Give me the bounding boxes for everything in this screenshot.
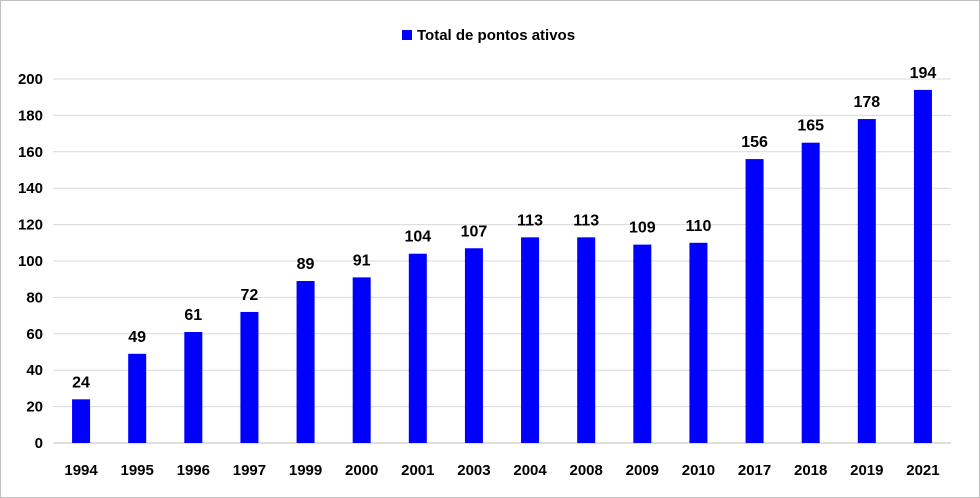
data-label: 109 (629, 220, 656, 237)
x-tick-label: 2019 (850, 462, 883, 479)
x-tick-label: 2018 (794, 462, 827, 479)
y-tick-label: 0 (35, 435, 43, 452)
data-label: 194 (910, 65, 937, 82)
y-tick-label: 140 (18, 180, 43, 197)
bar (633, 244, 652, 443)
y-tick-label: 100 (18, 253, 43, 270)
x-tick-label: 2003 (457, 462, 490, 479)
bar (408, 253, 427, 443)
x-tick-label: 1996 (177, 462, 210, 479)
x-axis-tick-labels: 1994 1995 1996 1997 1999 2000 2001 2003 2004 2008… (64, 462, 939, 479)
data-label: 107 (461, 223, 488, 240)
bar (689, 242, 708, 443)
y-tick-label: 60 (26, 326, 43, 343)
x-tick-label: 2021 (906, 462, 939, 479)
gridlines (53, 78, 951, 444)
data-labels: 24 49 61 72 89 91 104 107 113 113 109 110 156 165 178 1… (72, 65, 936, 391)
data-label: 61 (184, 307, 202, 324)
bar (577, 237, 596, 443)
x-tick-label: 2017 (738, 462, 771, 479)
x-tick-label: 2008 (570, 462, 603, 479)
data-label: 156 (741, 134, 768, 151)
bar (857, 119, 876, 443)
x-tick-label: 1999 (289, 462, 322, 479)
bar (521, 237, 540, 443)
legend: Total de pontos ativos (402, 27, 575, 44)
bar (72, 399, 91, 443)
bar (801, 142, 820, 443)
data-label: 49 (128, 329, 146, 346)
data-label: 89 (297, 256, 315, 273)
y-tick-label: 40 (26, 362, 43, 379)
y-tick-label: 120 (18, 217, 43, 234)
bar (128, 353, 147, 443)
y-tick-label: 180 (18, 107, 43, 124)
data-label: 113 (573, 212, 599, 229)
y-tick-label: 80 (26, 289, 43, 306)
y-tick-label: 200 (18, 71, 43, 88)
data-label: 72 (241, 287, 259, 304)
data-label: 113 (517, 212, 543, 229)
x-tick-label: 1995 (121, 462, 154, 479)
bar (464, 248, 483, 443)
y-tick-label: 20 (26, 399, 43, 416)
data-label: 110 (686, 218, 712, 235)
data-label: 165 (797, 118, 824, 135)
x-tick-label: 2004 (513, 462, 547, 479)
bar (352, 277, 371, 443)
data-label: 24 (72, 374, 90, 391)
x-tick-label: 2010 (682, 462, 715, 479)
bar (913, 89, 932, 444)
y-tick-label: 160 (18, 144, 43, 161)
data-label: 178 (853, 94, 880, 111)
legend-swatch (402, 30, 412, 40)
x-tick-label: 2000 (345, 462, 378, 479)
x-tick-label: 1994 (64, 462, 98, 479)
bar (184, 331, 203, 443)
bar (240, 311, 259, 443)
x-tick-label: 1997 (233, 462, 266, 479)
x-tick-label: 2001 (401, 462, 434, 479)
data-label: 104 (404, 229, 431, 246)
y-axis-tick-labels: 0 20 40 60 80 100 120 140 160 180 200 (18, 71, 43, 452)
bars (72, 89, 932, 444)
legend-label: Total de pontos ativos (417, 27, 575, 44)
x-tick-label: 2009 (626, 462, 659, 479)
bar (745, 159, 764, 443)
bar (296, 281, 315, 443)
data-label: 91 (353, 252, 371, 269)
